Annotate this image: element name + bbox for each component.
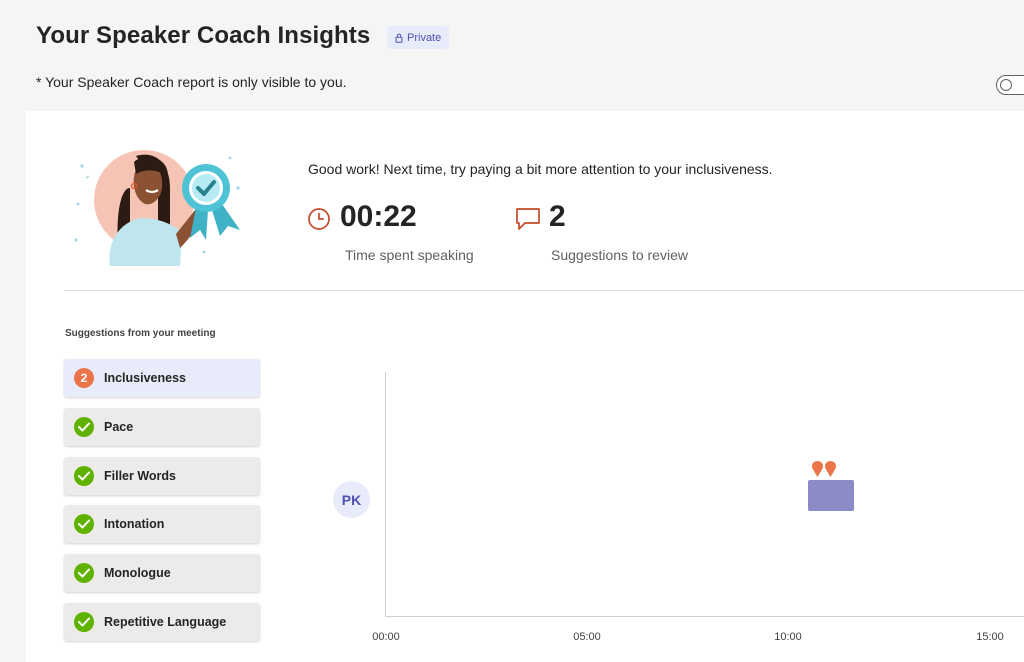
suggestions-heading: Suggestions from your meeting <box>65 328 216 339</box>
checkmark-icon <box>74 611 94 632</box>
timeline-tick: 00:00 <box>372 631 400 643</box>
suggestion-list: 2 Inclusiveness Pace Filler Words Intona… <box>64 359 260 652</box>
clock-icon <box>308 208 330 230</box>
suggestion-item-filler-words[interactable]: Filler Words <box>64 456 260 495</box>
speech-bubble-icon <box>516 208 540 230</box>
page-title: Your Speaker Coach Insights <box>36 22 371 49</box>
suggestions-count-value: 2 <box>549 200 566 233</box>
time-spent-label: Time spent speaking <box>345 247 474 263</box>
timeline-x-axis <box>385 616 1024 617</box>
timeline-tick: 05:00 <box>573 631 601 643</box>
timeline-y-axis <box>385 372 386 617</box>
timeline-tick: 15:00 <box>976 631 1004 643</box>
timeline-tick: 10:00 <box>774 631 802 643</box>
suggestion-marker-icon[interactable] <box>812 461 823 477</box>
suggestion-count-badge: 2 <box>74 368 94 388</box>
private-badge-label: Private <box>407 31 442 44</box>
checkmark-icon <box>74 416 94 437</box>
suggestions-count-label: Suggestions to review <box>551 247 688 263</box>
suggestion-marker-icon[interactable] <box>825 461 836 477</box>
suggestion-label: Filler Words <box>104 468 177 483</box>
lock-icon <box>395 33 403 43</box>
suggestion-label: Pace <box>104 419 134 434</box>
private-badge: Private <box>387 26 450 49</box>
summary-message: Good work! Next time, try paying a bit m… <box>308 161 773 177</box>
suggestion-item-pace[interactable]: Pace <box>64 407 260 446</box>
section-divider <box>64 290 1024 291</box>
suggestion-item-intonation[interactable]: Intonation <box>64 505 260 544</box>
visibility-toggle[interactable] <box>996 75 1024 95</box>
suggestion-label: Inclusiveness <box>104 371 186 385</box>
toggle-knob <box>1000 79 1012 91</box>
suggestion-label: Intonation <box>104 517 165 532</box>
visibility-note: * Your Speaker Coach report is only visi… <box>36 74 347 90</box>
award-illustration <box>74 150 240 266</box>
checkmark-icon <box>74 465 94 486</box>
checkmark-icon <box>74 514 94 535</box>
suggestion-label: Monologue <box>104 566 171 581</box>
checkmark-icon <box>74 563 94 584</box>
suggestion-label: Repetitive Language <box>104 614 227 629</box>
suggestion-item-repetitive-language[interactable]: Repetitive Language <box>64 602 260 641</box>
suggestion-item-inclusiveness[interactable]: 2 Inclusiveness <box>64 359 260 397</box>
time-spent-value: 00:22 <box>340 200 417 233</box>
suggestion-item-monologue[interactable]: Monologue <box>64 554 260 593</box>
speaking-segment[interactable] <box>808 480 854 511</box>
speaker-avatar[interactable]: PK <box>333 481 370 518</box>
